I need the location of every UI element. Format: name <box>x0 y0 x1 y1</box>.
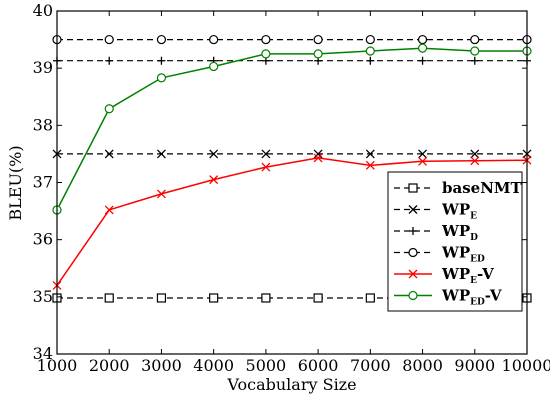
y-tick-label: 34 <box>33 344 53 363</box>
x-tick-label: 5000 <box>246 356 287 375</box>
data-point <box>261 34 271 45</box>
data-point <box>209 34 219 45</box>
data-point <box>418 149 428 159</box>
data-point <box>157 56 166 65</box>
legend-label: baseNMT <box>442 179 523 197</box>
data-point <box>313 153 323 163</box>
series-line <box>56 47 527 211</box>
data-point <box>104 293 114 303</box>
y-tick-label: 35 <box>33 287 53 306</box>
x-axis-label: Vocabulary Size <box>226 375 356 394</box>
data-point <box>417 34 428 45</box>
legend-marker <box>408 269 418 279</box>
x-tick-label: 9000 <box>454 356 495 375</box>
x-tick-label: 1000 <box>37 356 78 375</box>
y-tick-label: 37 <box>33 173 53 192</box>
legend-marker <box>408 247 418 258</box>
x-tick-label: 4000 <box>193 356 234 375</box>
x-tick-label: 8000 <box>402 356 443 375</box>
y-tick-label: 38 <box>33 115 53 134</box>
y-tick-label: 40 <box>33 1 53 20</box>
legend-label: WPE-V <box>441 265 494 286</box>
legend-marker <box>408 205 418 214</box>
series-line <box>56 157 528 286</box>
data-point <box>365 160 375 170</box>
y-tick-label: 39 <box>33 58 53 77</box>
data-point <box>470 34 480 45</box>
legend-label: WPED <box>441 244 485 265</box>
data-point <box>209 61 219 72</box>
legend-entry: WPE-V <box>394 265 494 286</box>
legend-entry: WPE <box>394 201 477 222</box>
data-point <box>261 162 271 172</box>
legend-marker <box>408 290 418 301</box>
data-point <box>313 293 323 303</box>
legend-marker <box>409 227 417 235</box>
legend-label: WPD <box>441 222 478 243</box>
data-point <box>261 293 271 303</box>
legend-entry: WPD <box>394 222 478 243</box>
legend-entry: WPED <box>394 244 485 265</box>
data-point <box>156 293 167 303</box>
series-wp-d <box>53 56 531 65</box>
x-tick-label: 3000 <box>141 356 182 375</box>
data-point <box>313 49 323 59</box>
data-point <box>313 149 323 159</box>
data-point <box>209 175 219 185</box>
data-point <box>156 34 167 45</box>
data-point <box>470 156 480 166</box>
legend-label: WPE <box>441 201 477 222</box>
data-point <box>156 189 166 199</box>
data-point <box>105 56 114 65</box>
x-tick-label: 2000 <box>89 356 130 375</box>
data-point <box>104 34 114 45</box>
data-point <box>261 149 271 159</box>
x-tick-label: 10000 <box>502 356 550 375</box>
data-point <box>365 149 375 159</box>
legend-marker <box>408 183 418 193</box>
legend-entry: WPED-V <box>394 287 502 308</box>
data-point <box>365 46 375 56</box>
y-axis-label: BLEU(%) <box>6 145 25 220</box>
legend-label: WPED-V <box>441 287 502 308</box>
data-point <box>156 149 166 159</box>
data-point <box>418 156 428 166</box>
data-point <box>366 56 375 65</box>
data-point <box>417 43 428 53</box>
data-point <box>104 205 114 215</box>
x-tick-label: 6000 <box>298 356 339 375</box>
data-point <box>365 34 375 45</box>
y-tick-label: 36 <box>33 230 53 249</box>
data-point <box>209 293 219 303</box>
data-point <box>470 46 480 56</box>
legend-box <box>387 171 523 312</box>
data-point <box>313 34 323 45</box>
data-point <box>470 56 479 65</box>
data-point <box>470 149 480 159</box>
x-tick-label: 7000 <box>350 356 391 375</box>
ticks-layer: 1000 2000 3000 4000 5000 6000 7000 8000 9000 1000… <box>33 1 550 375</box>
data-point <box>156 73 167 83</box>
legend-entry: baseNMT <box>394 179 523 197</box>
data-point <box>209 149 219 159</box>
series-wp-ed <box>52 34 532 45</box>
data-point <box>365 293 375 303</box>
data-point <box>261 49 271 59</box>
series-wp-e <box>52 149 532 159</box>
data-point <box>418 56 427 65</box>
data-point <box>104 149 114 159</box>
data-point <box>104 104 114 114</box>
